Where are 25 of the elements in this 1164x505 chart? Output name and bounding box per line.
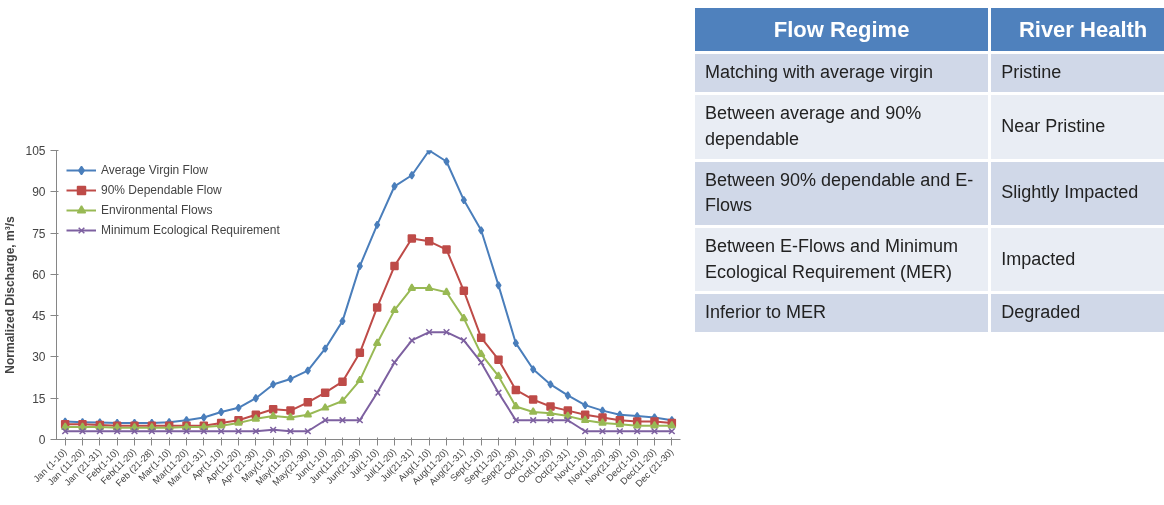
y-tick-label: 45	[32, 309, 46, 324]
legend-label: Minimum Ecological Requirement	[101, 223, 280, 237]
text: Flow Regime	[695, 8, 992, 52]
y-axis-title: Normalized Discharge, m³/s	[3, 215, 18, 374]
text: Between 90% dependable and E-Flows	[695, 161, 992, 225]
y-tick-label: 60	[32, 267, 46, 282]
y-tick-label: 0	[38, 433, 46, 447]
text: Inferior to MER	[695, 294, 992, 333]
legend-label: Environmental Flows	[101, 203, 213, 217]
legend-label: 90% Dependable Flow	[101, 183, 222, 197]
y-tick-label: 105	[25, 144, 46, 158]
text: Between E-Flows and Minimum Ecological Requirement (MER)	[695, 227, 992, 292]
text: Slightly Impacted	[991, 161, 1164, 225]
y-tick-label: 15	[32, 391, 46, 406]
text: Impacted	[991, 227, 1164, 292]
y-tick-label: 90	[32, 185, 46, 200]
y-tick-label: 75	[32, 226, 46, 241]
text: Pristine	[991, 54, 1164, 93]
text: Between average and 90% dependable	[695, 95, 992, 159]
text: Degraded	[991, 294, 1164, 333]
text: Near Pristine	[991, 95, 1164, 159]
legend-label: Average Virgin Flow	[101, 163, 208, 177]
text: River Health	[991, 8, 1164, 52]
text: Matching with average virgin	[695, 54, 992, 93]
y-tick-label: 30	[32, 350, 46, 365]
